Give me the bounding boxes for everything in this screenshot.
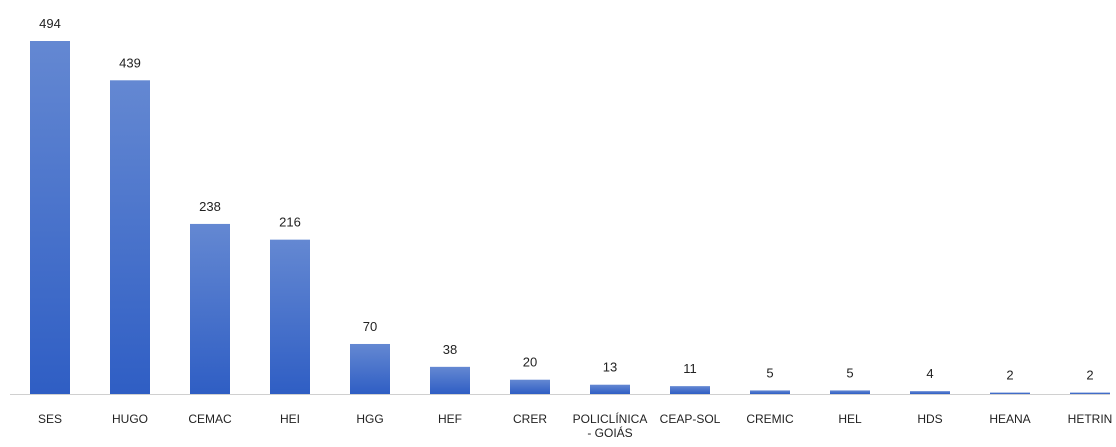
bar (510, 379, 550, 394)
value-label: 38 (443, 342, 457, 357)
x-tick-label: HEANA (989, 412, 1031, 426)
value-label: 5 (766, 365, 773, 380)
value-label: 216 (279, 215, 301, 230)
bar (30, 41, 70, 394)
x-tick-label: HETRIN (1067, 412, 1113, 426)
value-label: 2 (1086, 368, 1093, 383)
x-tick-label: HEF (438, 412, 462, 426)
value-label: 70 (363, 319, 377, 334)
value-label: 11 (683, 361, 697, 376)
x-tick-label: HEL (838, 412, 862, 426)
x-tick-label: HEI (279, 412, 300, 426)
bar (1070, 392, 1110, 394)
bar (350, 343, 390, 394)
value-label: 20 (523, 355, 537, 370)
bar (110, 80, 150, 394)
value-label: 4 (926, 366, 933, 381)
bar (750, 390, 790, 394)
value-label: 494 (39, 16, 61, 31)
x-tick-label: CEAP-SOL (659, 412, 721, 426)
bar (190, 223, 230, 394)
value-label: 439 (119, 55, 141, 70)
bar (670, 386, 710, 394)
x-tick-label: HDS (917, 412, 943, 426)
value-label: 5 (846, 365, 853, 380)
bar (910, 391, 950, 394)
x-tick-label: HUGO (112, 412, 148, 426)
value-label: 13 (603, 360, 617, 375)
x-tick-label: CREMIC (746, 412, 794, 426)
value-label: 238 (199, 199, 221, 214)
x-tick-label: POLICLÍNICA - GOIÁS (572, 412, 648, 440)
bar (270, 239, 310, 394)
bar (590, 384, 630, 394)
x-tick-label: CEMAC (188, 412, 232, 426)
bar (430, 366, 470, 394)
x-tick-label: SES (37, 412, 62, 426)
bar (830, 390, 870, 394)
x-tick-label: CRER (512, 412, 547, 426)
x-tick-label: HGG (356, 412, 384, 426)
bar (990, 392, 1030, 394)
value-label: 2 (1006, 368, 1013, 383)
